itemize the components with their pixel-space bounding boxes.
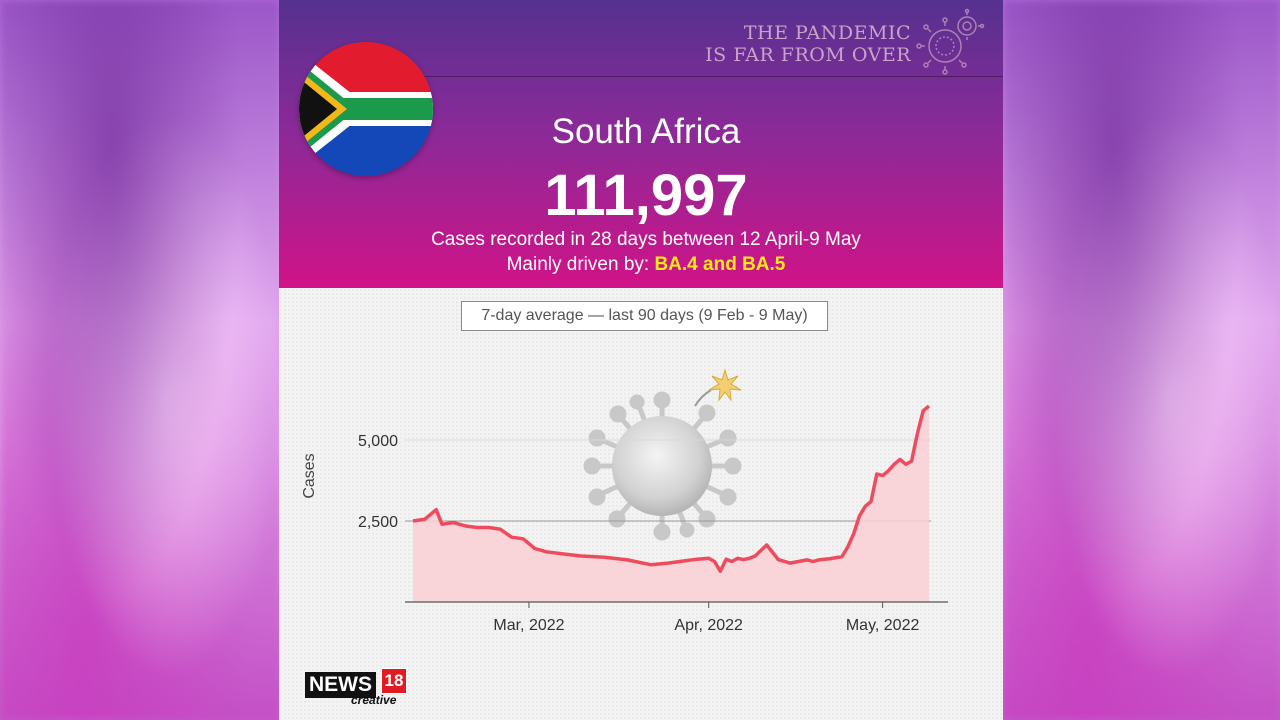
blurred-background-left bbox=[0, 0, 280, 720]
brand-news: NEWS bbox=[305, 672, 376, 698]
x-tick-label: Mar, 2022 bbox=[493, 617, 564, 634]
total-cases: 111,997 bbox=[544, 163, 748, 228]
tagline-line2: IS FAR FROM OVER bbox=[705, 44, 911, 66]
blurred-background-right bbox=[1003, 0, 1280, 720]
chart-subtitle: 7-day average — last 90 days (9 Feb - 9 … bbox=[461, 301, 828, 331]
infographic-card: THE PANDEMIC IS FAR FROM OVER bbox=[279, 0, 1003, 720]
tagline: THE PANDEMIC IS FAR FROM OVER bbox=[705, 22, 911, 66]
tagline-line1: THE PANDEMIC bbox=[743, 22, 911, 44]
y-tick-label: 5,000 bbox=[358, 433, 398, 450]
y-axis-ticks: 2,500 5,000 bbox=[358, 433, 398, 531]
coronavirus-bomb-icon bbox=[583, 368, 742, 541]
y-tick-label: 2,500 bbox=[358, 514, 398, 531]
chart-area: 7-day average — last 90 days (9 Feb - 9 … bbox=[279, 288, 1003, 720]
cases-area-fill bbox=[413, 406, 929, 602]
y-axis-label: Cases bbox=[301, 453, 318, 498]
driven-by-prefix: Mainly driven by: bbox=[506, 254, 655, 275]
header-banner: THE PANDEMIC IS FAR FROM OVER bbox=[279, 0, 1003, 288]
brand-18: 18 bbox=[381, 668, 407, 694]
virus-logo-icon bbox=[916, 8, 985, 75]
driven-by-line: Mainly driven by: BA.4 and BA.5 bbox=[279, 254, 1003, 276]
x-axis-ticks: Mar, 2022 Apr, 2022 May, 2022 bbox=[493, 602, 919, 634]
country-name: South Africa bbox=[551, 112, 741, 151]
cases-line bbox=[412, 404, 931, 573]
brand-creative: creative bbox=[351, 693, 397, 707]
south-africa-flag-icon bbox=[299, 42, 433, 176]
cases-area-chart: 2,500 5,000 Mar, 2022 Apr, 2022 May, 2022 C… bbox=[301, 368, 948, 634]
cases-description: Cases recorded in 28 days between 12 Apr… bbox=[431, 229, 861, 250]
x-tick-label: Apr, 2022 bbox=[674, 617, 743, 634]
chart-grid bbox=[405, 439, 931, 522]
x-tick-label: May, 2022 bbox=[846, 617, 920, 634]
header-divider bbox=[419, 76, 1003, 77]
news18-logo: NEWS 18 creative bbox=[305, 668, 415, 708]
variant-name: BA.4 and BA.5 bbox=[654, 254, 786, 275]
